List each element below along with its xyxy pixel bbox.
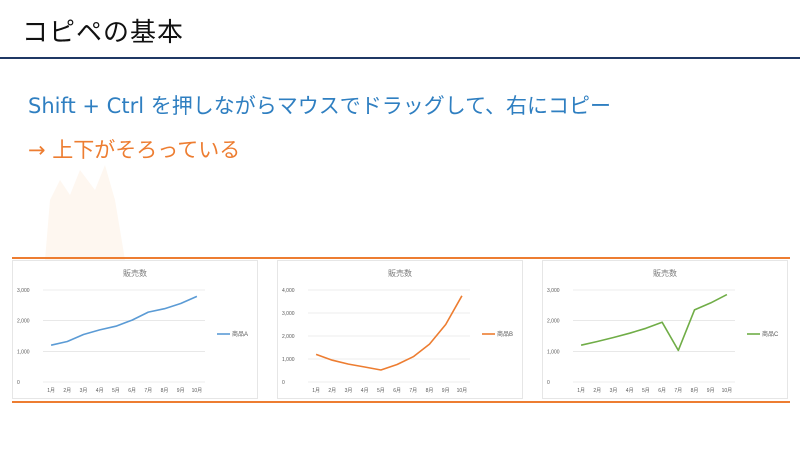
legend-label: 商品A: [232, 330, 248, 338]
series-line: [580, 293, 728, 352]
y-tick-label: 4,000: [282, 288, 295, 294]
chart-title: 販売数: [123, 269, 147, 278]
faint-background-shape: [45, 165, 125, 260]
x-tick-label: 5月: [377, 388, 385, 394]
x-tick-label: 1月: [577, 388, 585, 394]
x-tick-label: 7月: [409, 388, 417, 394]
x-tick-label: 2月: [328, 388, 336, 394]
instruction-text: Shift + Ctrl を押しながらマウスでドラッグして、右にコピー: [28, 94, 612, 118]
x-tick-label: 3月: [345, 388, 353, 394]
chart-title: 販売数: [388, 269, 412, 278]
y-tick-label: 2,000: [17, 319, 30, 325]
x-tick-label: 6月: [128, 388, 136, 394]
chart-band-top-rule: [12, 257, 790, 259]
x-tick-label: 4月: [361, 388, 369, 394]
x-tick-label: 8月: [691, 388, 699, 394]
y-tick-label: 2,000: [547, 319, 560, 325]
y-tick-label: 0: [282, 380, 285, 386]
x-tick-label: 4月: [96, 388, 104, 394]
y-tick-label: 1,000: [547, 349, 560, 355]
title-divider: [0, 57, 800, 59]
x-tick-label: 7月: [144, 388, 152, 394]
x-tick-label: 6月: [393, 388, 401, 394]
x-tick-label: 9月: [442, 388, 450, 394]
x-tick-label: 9月: [707, 388, 715, 394]
x-tick-label: 3月: [80, 388, 88, 394]
chart-card-b[interactable]: 販売数 0 1,000 2,000 3,000 4,000 1月 2月 3月 4月 5月 6月 7月 8…: [277, 260, 523, 399]
slide-title: コピペの基本: [22, 18, 185, 48]
x-tick-label: 10月: [192, 388, 203, 394]
y-tick-label: 0: [17, 380, 20, 386]
y-tick-label: 1,000: [282, 357, 295, 363]
x-tick-label: 9月: [177, 388, 185, 394]
legend-label: 商品B: [497, 330, 513, 338]
x-tick-label: 1月: [47, 388, 55, 394]
chart-card-c[interactable]: 販売数 0 1,000 2,000 3,000 1月 2月 3月 4月 5月 6月 7月 8月 9月 10…: [542, 260, 788, 399]
y-tick-label: 3,000: [547, 288, 560, 294]
x-tick-label: 5月: [112, 388, 120, 394]
y-tick-label: 3,000: [17, 288, 30, 294]
chart-card-a[interactable]: 販売数 0 1,000 2,000 3,000 1月 2月 3月 4月 5月 6月 7月 8月 9月 10…: [12, 260, 258, 399]
line-chart-a: 0 1,000 2,000 3,000 1月 2月 3月 4月 5月 6月 7月 8月 9月 10月 商品A: [17, 288, 248, 394]
y-tick-label: 2,000: [282, 334, 295, 340]
y-tick-label: 0: [547, 380, 550, 386]
line-chart-b: 0 1,000 2,000 3,000 4,000 1月 2月 3月 4月 5月 6月 7月 8月 9月 1…: [282, 288, 513, 394]
series-line: [315, 295, 463, 371]
x-tick-label: 6月: [658, 388, 666, 394]
x-tick-label: 8月: [161, 388, 169, 394]
x-tick-label: 8月: [426, 388, 434, 394]
legend-label: 商品C: [762, 330, 779, 338]
x-tick-label: 7月: [674, 388, 682, 394]
x-tick-label: 10月: [722, 388, 733, 394]
y-tick-label: 3,000: [282, 311, 295, 317]
x-tick-label: 4月: [626, 388, 634, 394]
x-tick-label: 2月: [593, 388, 601, 394]
y-tick-label: 1,000: [17, 349, 30, 355]
x-tick-label: 5月: [642, 388, 650, 394]
chart-band-bottom-rule: [12, 401, 790, 403]
x-tick-label: 3月: [610, 388, 618, 394]
chart-title: 販売数: [653, 269, 677, 278]
x-tick-label: 2月: [63, 388, 71, 394]
x-tick-label: 1月: [312, 388, 320, 394]
series-line: [50, 295, 198, 346]
x-tick-label: 10月: [457, 388, 468, 394]
line-chart-c: 0 1,000 2,000 3,000 1月 2月 3月 4月 5月 6月 7月 8月 9月 10月 商品C: [547, 288, 779, 394]
result-text: → 上下がそろっている: [28, 138, 241, 162]
